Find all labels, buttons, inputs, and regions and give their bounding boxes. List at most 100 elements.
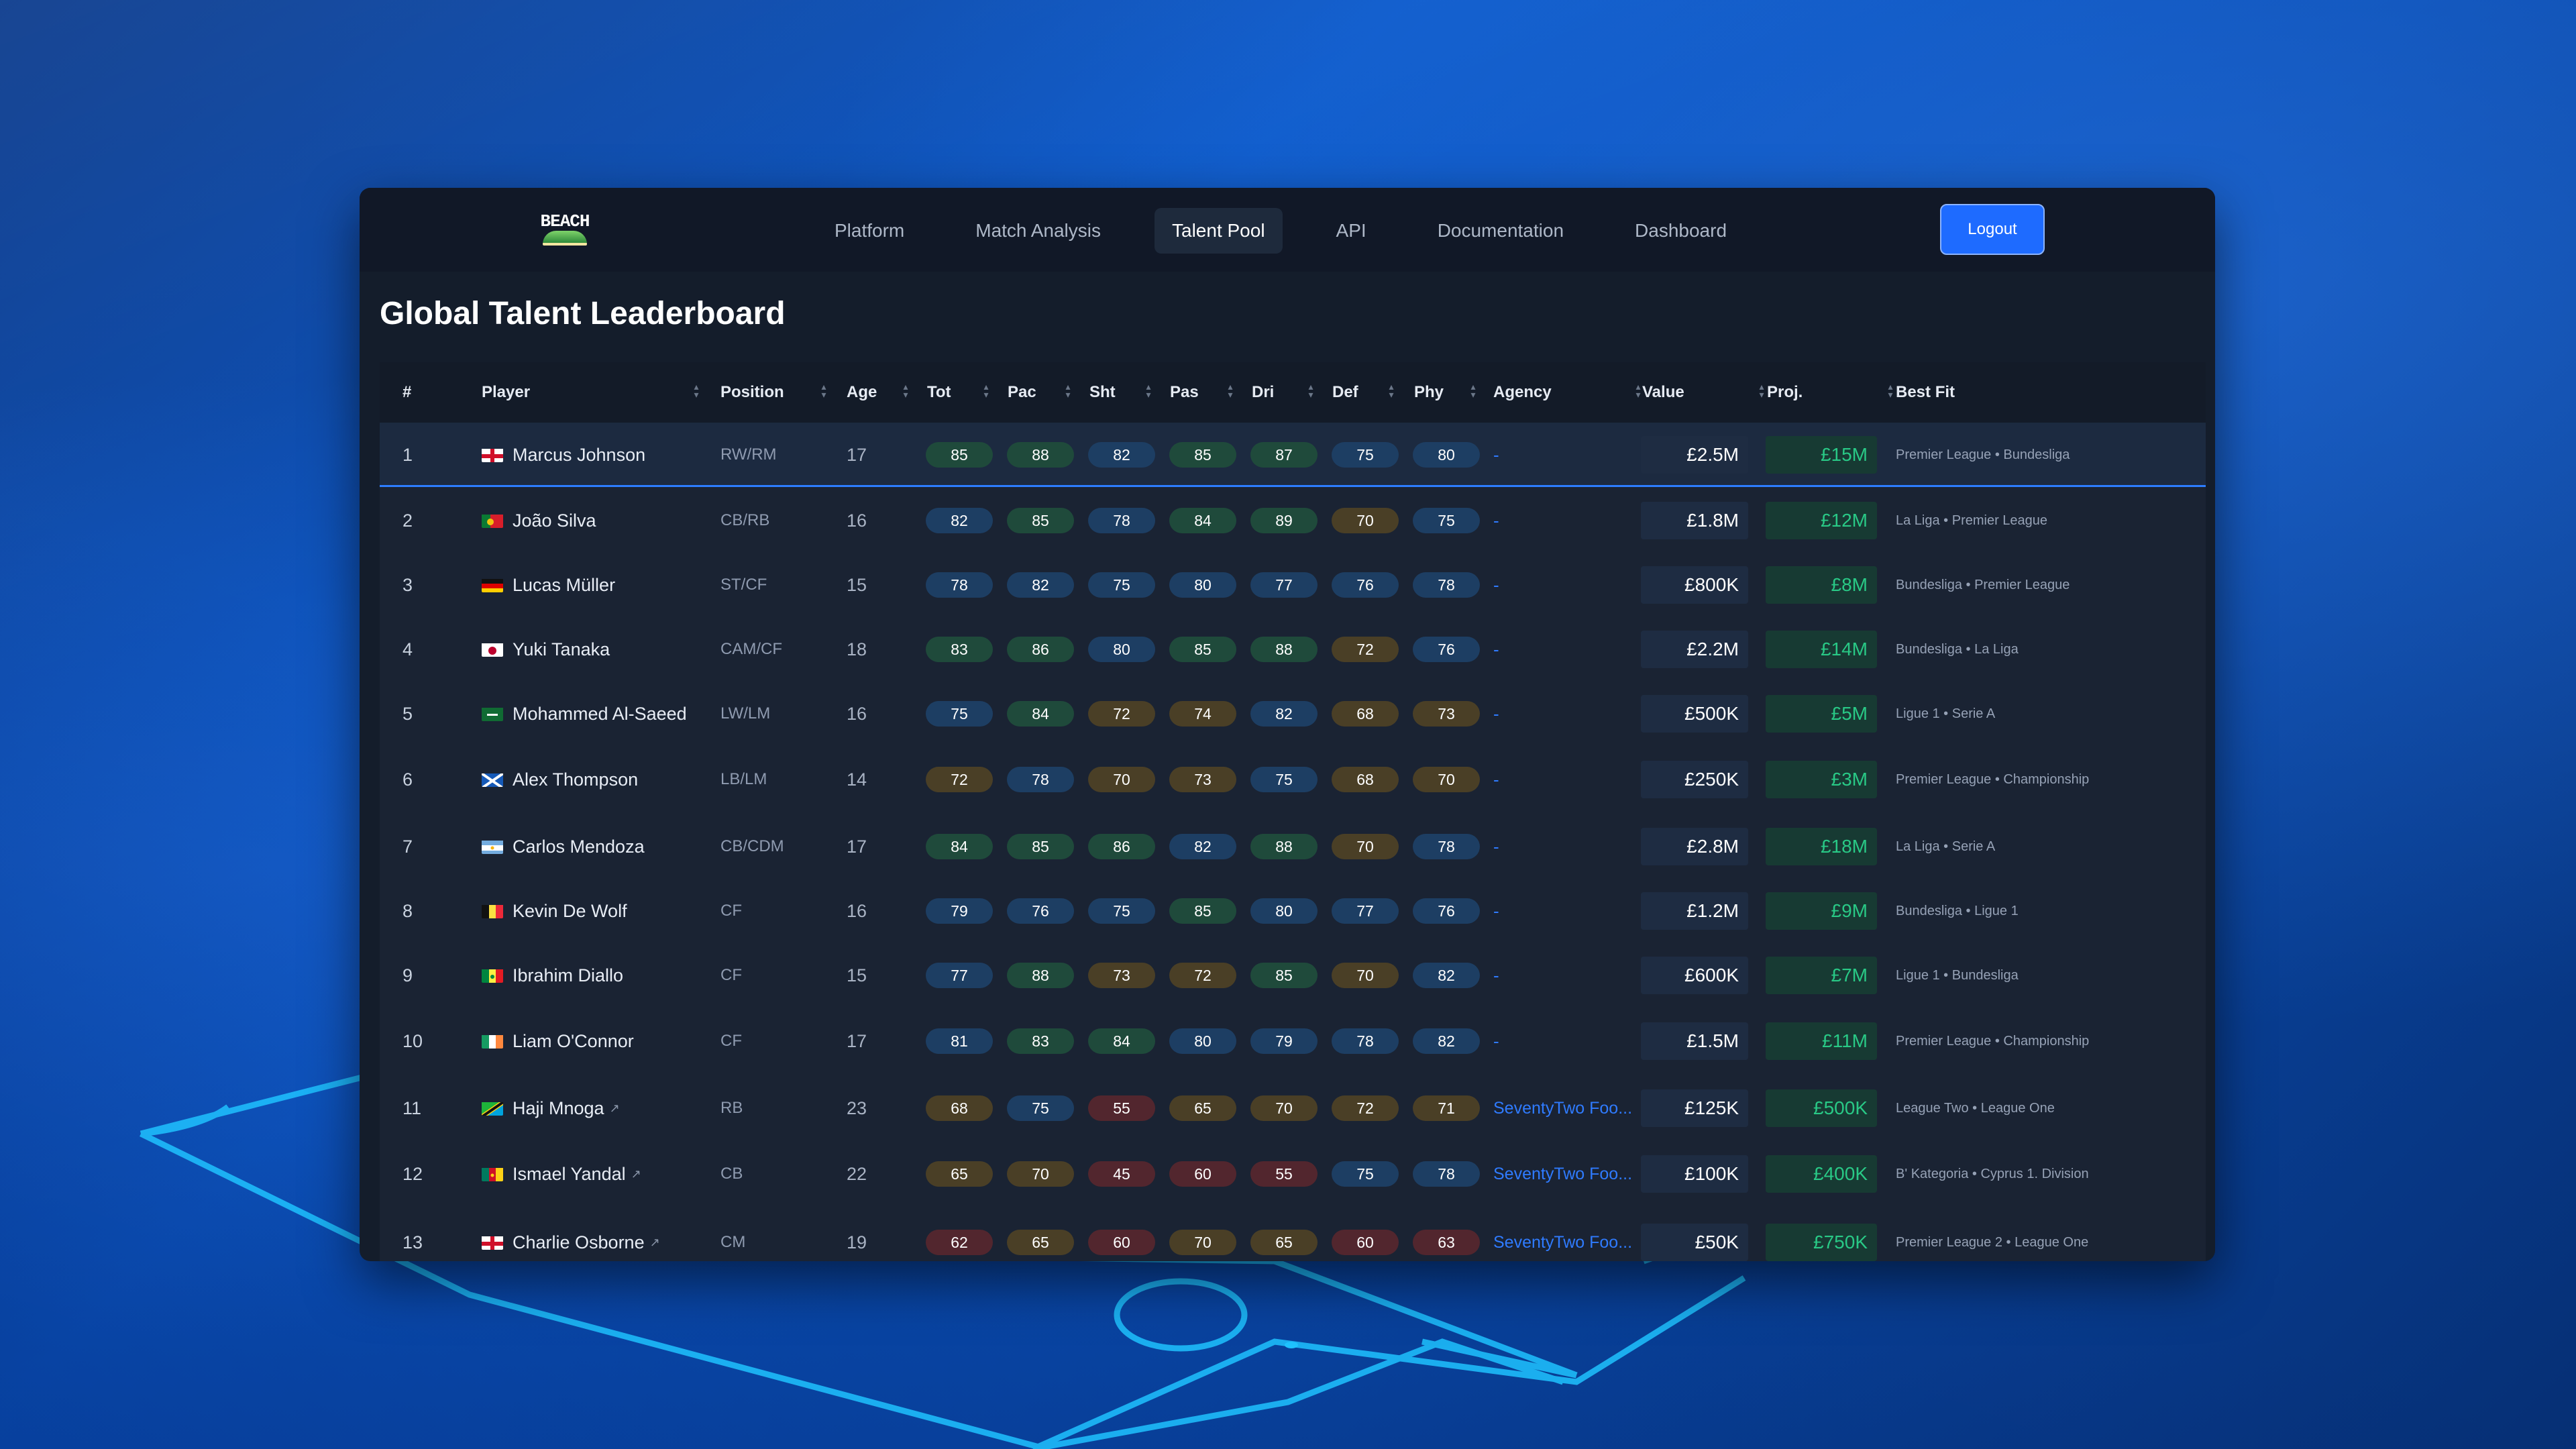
col-pac-header[interactable]: Pac xyxy=(1008,383,1036,401)
col-proj-header[interactable]: Proj. xyxy=(1767,383,1803,401)
player-name[interactable]: Charlie Osborne xyxy=(513,1232,645,1252)
col-value-header[interactable]: Value xyxy=(1642,383,1684,401)
sort-proj-icon[interactable]: ▴ ▾ xyxy=(1888,381,1893,400)
col-rank-header[interactable]: # xyxy=(402,383,412,401)
player-name[interactable]: Liam O'Connor xyxy=(513,1030,634,1051)
phy-stat-pill: 75 xyxy=(1413,508,1480,533)
table-row[interactable]: 11 Haji Mnoga ↗ RB 23 68 75 55 65 70 72 71 SeventyTw… xyxy=(380,1076,2206,1140)
player-name[interactable]: Lucas Müller xyxy=(513,574,616,595)
player-name[interactable]: Carlos Mendoza xyxy=(513,836,645,857)
player-cell[interactable]: Ibrahim Diallo xyxy=(482,943,623,1008)
pac-stat-pill: 85 xyxy=(1007,508,1074,533)
external-link-icon[interactable]: ↗ xyxy=(631,1167,641,1181)
player-cell[interactable]: Charlie Osborne ↗ xyxy=(482,1210,660,1261)
sht-cell: 75 xyxy=(1088,879,1155,943)
external-link-icon[interactable]: ↗ xyxy=(609,1101,620,1115)
player-name[interactable]: Kevin De Wolf xyxy=(513,900,627,921)
player-name[interactable]: João Silva xyxy=(513,510,596,531)
nav-dashboard[interactable]: Dashboard xyxy=(1635,220,1727,241)
table-row[interactable]: 8 Kevin De Wolf CF 16 79 76 75 85 80 77 76- £1.2M £9… xyxy=(380,879,2206,943)
nav-talent-pool[interactable]: Talent Pool xyxy=(1155,208,1283,254)
sort-pas-icon[interactable]: ▴ ▾ xyxy=(1228,381,1233,400)
col-age-header[interactable]: Age xyxy=(847,383,877,401)
sort-sht-icon[interactable]: ▴ ▾ xyxy=(1146,381,1151,400)
player-cell[interactable]: Ismael Yandal ↗ xyxy=(482,1142,641,1206)
col-tot-header[interactable]: Tot xyxy=(927,383,951,401)
player-cell[interactable]: Alex Thompson xyxy=(482,747,638,812)
col-best-fit-header[interactable]: Best Fit xyxy=(1896,383,1955,401)
table-row[interactable]: 4 Yuki Tanaka CAM/CF 18 83 86 80 85 88 72 76- £2.2M… xyxy=(380,617,2206,682)
player-cell[interactable]: Marcus Johnson xyxy=(482,423,645,487)
sort-phy-icon[interactable]: ▴ ▾ xyxy=(1470,381,1476,400)
value-cell: £2.2M xyxy=(1641,617,1748,682)
best-fit-text: Bundesliga • Ligue 1 xyxy=(1896,904,2019,918)
phy-stat-pill: 73 xyxy=(1413,701,1480,727)
player-cell[interactable]: Haji Mnoga ↗ xyxy=(482,1076,620,1140)
sort-age-icon[interactable]: ▴ ▾ xyxy=(903,381,908,400)
player-name[interactable]: Ismael Yandal xyxy=(513,1163,626,1184)
player-cell[interactable]: Mohammed Al-Saeed xyxy=(482,682,687,746)
sort-pac-icon[interactable]: ▴ ▾ xyxy=(1065,381,1071,400)
player-name[interactable]: Haji Mnoga xyxy=(513,1097,604,1118)
beach-logo[interactable]: BEACH xyxy=(541,212,590,248)
pac-cell: 65 xyxy=(1007,1210,1074,1261)
sort-tot-icon[interactable]: ▴ ▾ xyxy=(983,381,989,400)
table-row[interactable]: 13 Charlie Osborne ↗ CM 19 62 65 60 70 65 60 63 Seve… xyxy=(380,1210,2206,1261)
value-cell: £1.8M xyxy=(1641,488,1748,553)
logout-button[interactable]: Logout xyxy=(1940,204,2045,255)
table-row[interactable]: 10 Liam O'Connor CF 17 81 83 84 80 79 78 82- £1.5M £… xyxy=(380,1009,2206,1073)
age-cell: 23 xyxy=(847,1097,867,1118)
col-agency-header[interactable]: Agency xyxy=(1493,383,1552,401)
col-dri-header[interactable]: Dri xyxy=(1252,383,1275,401)
col-phy-header[interactable]: Phy xyxy=(1414,383,1444,401)
sht-cell: 72 xyxy=(1088,682,1155,746)
sort-value-icon[interactable]: ▴ ▾ xyxy=(1759,381,1764,400)
player-cell[interactable]: Kevin De Wolf xyxy=(482,879,627,943)
player-name[interactable]: Mohammed Al-Saeed xyxy=(513,703,687,724)
external-link-icon[interactable]: ↗ xyxy=(649,1235,660,1249)
sort-position-icon[interactable]: ▴ ▾ xyxy=(821,381,826,400)
tot-stat-pill: 62 xyxy=(926,1230,993,1255)
phy-cell: 82 xyxy=(1413,1009,1480,1073)
player-cell[interactable]: Liam O'Connor xyxy=(482,1009,634,1073)
player-cell[interactable]: Lucas Müller xyxy=(482,553,615,617)
pac-stat-pill: 65 xyxy=(1007,1230,1074,1255)
table-row[interactable]: 2 João Silva CB/RB 16 82 85 78 84 89 70 75- £1.8M £1… xyxy=(380,488,2206,553)
best-fit-cell: Bundesliga • La Liga xyxy=(1896,617,2097,682)
col-position-header[interactable]: Position xyxy=(720,383,784,401)
best-fit-text: Premier League • Bundesliga xyxy=(1896,447,2070,462)
table-row[interactable]: 7 Carlos Mendoza CB/CDM 17 84 85 86 82 88 70 78- £2… xyxy=(380,814,2206,879)
age-cell: 17 xyxy=(847,444,867,465)
player-name[interactable]: Alex Thompson xyxy=(513,769,639,790)
table-row[interactable]: 6 Alex Thompson LB/LM 14 72 78 70 73 75 68 70- £250… xyxy=(380,747,2206,812)
agency-link[interactable]: SeventyTwo Foo... xyxy=(1493,1164,1633,1183)
table-row[interactable]: 9 Ibrahim Diallo CF 15 77 88 73 72 85 70 82- £600K £… xyxy=(380,943,2206,1008)
col-def-header[interactable]: Def xyxy=(1332,383,1358,401)
sort-player-icon[interactable]: ▴ ▾ xyxy=(694,381,699,400)
nav-api[interactable]: API xyxy=(1336,220,1366,241)
table-row[interactable]: 12 Ismael Yandal ↗ CB 22 65 70 45 60 55 75 78 Sevent… xyxy=(380,1142,2206,1206)
def-cell: 70 xyxy=(1332,488,1399,553)
nav-match-analysis[interactable]: Match Analysis xyxy=(975,220,1101,241)
agency-link[interactable]: SeventyTwo Foo... xyxy=(1493,1098,1633,1118)
sort-agency-icon[interactable]: ▴ ▾ xyxy=(1635,381,1641,400)
player-cell[interactable]: Yuki Tanaka xyxy=(482,617,610,682)
player-name[interactable]: Yuki Tanaka xyxy=(513,639,610,659)
col-pas-header[interactable]: Pas xyxy=(1170,383,1199,401)
dri-stat-pill: 88 xyxy=(1250,834,1318,859)
table-row[interactable]: 5 Mohammed Al-Saeed LW/LM 16 75 84 72 74 82 68 73-… xyxy=(380,682,2206,746)
table-row[interactable]: 3 Lucas Müller ST/CF 15 78 82 75 80 77 76 78- £800K… xyxy=(380,553,2206,617)
sort-def-icon[interactable]: ▴ ▾ xyxy=(1389,381,1394,400)
col-player-header[interactable]: Player xyxy=(482,383,531,401)
value-cell: £2.8M xyxy=(1641,814,1748,879)
col-sht-header[interactable]: Sht xyxy=(1089,383,1116,401)
nav-documentation[interactable]: Documentation xyxy=(1437,220,1564,241)
player-cell[interactable]: Carlos Mendoza xyxy=(482,814,645,879)
player-name[interactable]: Marcus Johnson xyxy=(513,444,646,465)
agency-link[interactable]: SeventyTwo Foo... xyxy=(1493,1232,1633,1252)
table-row[interactable]: 1 Marcus Johnson RW/RM 17 85 88 82 85 87 75 80- £2.… xyxy=(380,423,2206,487)
player-cell[interactable]: João Silva xyxy=(482,488,596,553)
player-name[interactable]: Ibrahim Diallo xyxy=(513,965,624,985)
nav-platform[interactable]: Platform xyxy=(835,220,905,241)
sort-dri-icon[interactable]: ▴ ▾ xyxy=(1308,381,1313,400)
